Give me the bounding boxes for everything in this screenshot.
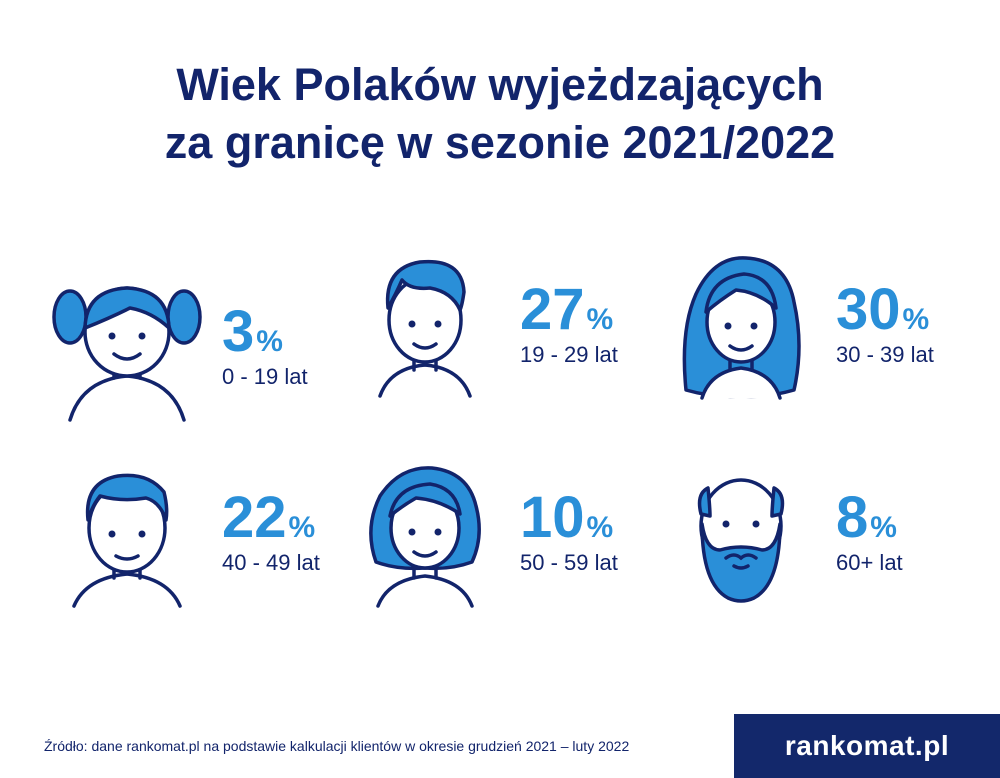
- brand-name: rankomat.pl: [784, 730, 950, 761]
- girl-pigtails-icon: [52, 286, 202, 422]
- page-title: Wiek Polaków wyjeżdzających za granicę w…: [0, 56, 1000, 172]
- title-line-1: Wiek Polaków wyjeżdzających: [176, 59, 824, 110]
- percentage-unit: %: [870, 511, 897, 544]
- percentage-value: 8: [836, 485, 869, 550]
- age-label-0-19: 0 - 19 lat: [222, 364, 308, 389]
- percentage-value: 3: [222, 299, 255, 364]
- percentage-60-plus: 8%: [836, 489, 897, 547]
- bearded-man-icon: [697, 478, 785, 603]
- age-group-50-59: 10% 50 - 59 lat: [350, 458, 670, 608]
- age-label-19-29: 19 - 29 lat: [520, 342, 618, 367]
- age-label-30-39: 30 - 39 lat: [836, 342, 934, 367]
- brand-logo: rankomat.pl: [734, 714, 1000, 778]
- percentage-30-39: 30%: [836, 281, 930, 339]
- percentage-unit: %: [256, 325, 283, 358]
- age-group-30-39: 30% 30 - 39 lat: [666, 250, 986, 400]
- age-label-50-59: 50 - 59 lat: [520, 550, 618, 575]
- woman-long-hair-icon: [682, 256, 801, 400]
- percentage-40-49: 22%: [222, 489, 316, 547]
- age-group-19-29: 27% 19 - 29 lat: [350, 250, 670, 400]
- age-group-0-19: 3% 0 - 19 lat: [52, 272, 372, 422]
- age-group-40-49: 22% 40 - 49 lat: [52, 458, 372, 608]
- percentage-unit: %: [586, 303, 614, 336]
- percentage-value: 22: [222, 485, 287, 550]
- age-label-60-plus: 60+ lat: [836, 550, 903, 575]
- age-label-40-49: 40 - 49 lat: [222, 550, 320, 575]
- percentage-unit: %: [902, 303, 930, 336]
- percentage-19-29: 27%: [520, 281, 614, 339]
- man-icon: [72, 473, 182, 608]
- young-man-icon: [378, 259, 472, 398]
- percentage-value: 30: [836, 277, 901, 342]
- title-line-2: za granicę w sezonie 2021/2022: [164, 117, 836, 168]
- percentage-unit: %: [288, 511, 316, 544]
- percentage-value: 27: [520, 277, 585, 342]
- percentage-value: 10: [520, 485, 585, 550]
- percentage-unit: %: [586, 511, 614, 544]
- woman-short-hair-icon: [369, 466, 481, 608]
- percentage-0-19: 3%: [222, 303, 283, 361]
- source-note: Źródło: dane rankomat.pl na podstawie ka…: [44, 738, 630, 754]
- percentage-50-59: 10%: [520, 489, 614, 547]
- age-group-60-plus: 8% 60+ lat: [666, 458, 986, 608]
